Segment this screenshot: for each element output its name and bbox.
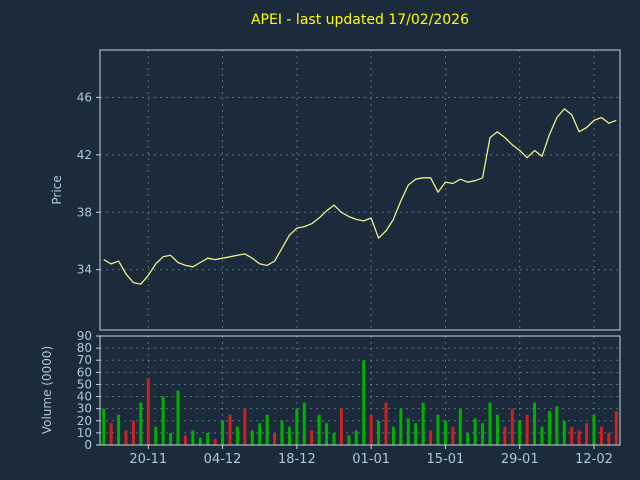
volume-bar xyxy=(525,414,529,445)
volume-bar xyxy=(414,423,418,445)
volume-bar xyxy=(102,408,106,445)
volume-bar xyxy=(310,430,314,445)
volume-bar xyxy=(540,426,544,445)
volume-bar xyxy=(473,418,477,445)
volume-bar xyxy=(503,426,507,445)
volume-bar xyxy=(362,360,366,445)
volume-bar xyxy=(577,430,581,445)
chart-title: APEI - last updated 17/02/2026 xyxy=(250,12,469,28)
volume-bar xyxy=(547,411,551,445)
x-tick-label: 18-12 xyxy=(278,452,316,467)
volume-bar xyxy=(406,418,410,445)
x-tick-label: 29-01 xyxy=(501,452,539,467)
price-plot-border xyxy=(99,49,621,331)
volume-bar xyxy=(265,414,269,445)
volume-bar xyxy=(243,408,247,445)
price-tick-label: 34 xyxy=(77,263,92,277)
volume-bar xyxy=(273,432,277,445)
volume-tick-label: 70 xyxy=(77,353,92,367)
volume-tick-label: 10 xyxy=(77,426,92,440)
volume-tick-label: 20 xyxy=(77,414,92,428)
x-tick-label: 01-01 xyxy=(352,452,390,467)
volume-bar xyxy=(117,414,121,445)
volume-tick-label: 40 xyxy=(77,390,92,404)
volume-bar xyxy=(154,426,158,445)
volume-bar xyxy=(317,414,321,445)
volume-bar xyxy=(347,435,351,445)
volume-bar xyxy=(369,414,373,445)
volume-bar xyxy=(213,438,217,445)
volume-tick-label: 80 xyxy=(77,341,92,355)
x-tick-label: 12-02 xyxy=(575,452,613,467)
volume-bar xyxy=(391,426,395,445)
volume-bar xyxy=(562,420,566,445)
volume-bar xyxy=(198,437,202,445)
volume-bar xyxy=(221,420,225,445)
volume-bar xyxy=(592,414,596,445)
volume-bar xyxy=(377,420,381,445)
volume-bar xyxy=(585,423,589,445)
volume-bar xyxy=(570,426,574,445)
volume-bar xyxy=(183,435,187,445)
volume-bar xyxy=(607,432,611,445)
volume-bar xyxy=(533,402,537,445)
volume-bar xyxy=(161,396,165,445)
volume-bar xyxy=(429,430,433,445)
volume-bar xyxy=(146,378,150,445)
volume-bar xyxy=(109,423,113,445)
volume-bar xyxy=(295,408,299,445)
volume-bar xyxy=(124,430,128,445)
volume-bar xyxy=(250,430,254,445)
volume-bar xyxy=(258,423,262,445)
volume-bar xyxy=(451,426,455,445)
volume-bar xyxy=(131,420,135,445)
volume-bar xyxy=(614,411,618,445)
volume-bar xyxy=(458,408,462,445)
price-line xyxy=(103,108,617,285)
volume-bar xyxy=(302,402,306,445)
volume-tick-label: 0 xyxy=(84,438,92,452)
price-tick-label: 46 xyxy=(77,90,92,104)
volume-bar xyxy=(443,420,447,445)
volume-bar xyxy=(495,414,499,445)
volume-bar xyxy=(139,402,143,445)
volume-bar xyxy=(354,430,358,445)
volume-bar xyxy=(384,402,388,445)
volume-bar xyxy=(176,390,180,445)
x-tick-label: 04-12 xyxy=(204,452,242,467)
volume-bar xyxy=(421,402,425,445)
volume-tick-label: 30 xyxy=(77,402,92,416)
volume-bar xyxy=(235,426,239,445)
volume-bar xyxy=(599,426,603,445)
volume-bar xyxy=(191,430,195,445)
volume-bar xyxy=(169,432,173,445)
volume-tick-label: 60 xyxy=(77,365,92,379)
volume-bar xyxy=(287,426,291,445)
volume-bar xyxy=(555,406,559,445)
volume-bar xyxy=(399,408,403,445)
volume-tick-label: 90 xyxy=(77,329,92,343)
x-tick-label: 20-11 xyxy=(129,452,167,467)
volume-bar xyxy=(518,420,522,445)
volume-bar xyxy=(228,414,232,445)
volume-bar xyxy=(488,402,492,445)
volume-bar xyxy=(339,408,343,445)
volume-bar xyxy=(206,432,210,445)
volume-bar xyxy=(332,432,336,445)
volume-plot-border xyxy=(99,335,621,446)
volume-bar xyxy=(325,423,329,445)
volume-bar xyxy=(481,423,485,445)
volume-bar xyxy=(510,408,514,445)
volume-bar xyxy=(436,414,440,445)
price-tick-label: 38 xyxy=(77,205,92,219)
volume-bar xyxy=(466,432,470,445)
volume-tick-label: 50 xyxy=(77,377,92,391)
x-tick-label: 15-01 xyxy=(427,452,465,467)
volume-bar xyxy=(280,420,284,445)
price-tick-label: 42 xyxy=(77,148,92,162)
